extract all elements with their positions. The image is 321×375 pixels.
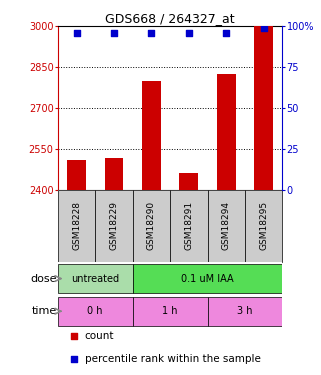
Point: [71, 356, 76, 362]
Text: GSM18229: GSM18229: [109, 201, 118, 250]
Point: [74, 30, 79, 36]
Bar: [133, 264, 282, 293]
Text: 0.1 uM IAA: 0.1 uM IAA: [181, 273, 234, 284]
Bar: [254, 26, 273, 190]
Text: 0 h: 0 h: [88, 306, 103, 316]
Bar: [133, 190, 170, 262]
Text: 3 h: 3 h: [237, 306, 253, 316]
Bar: [208, 297, 282, 326]
Bar: [58, 297, 133, 326]
Text: GSM18295: GSM18295: [259, 201, 268, 250]
Text: GSM18291: GSM18291: [184, 201, 193, 250]
Bar: [133, 297, 208, 326]
Point: [224, 30, 229, 36]
Text: time: time: [32, 306, 57, 316]
Point: [111, 30, 117, 36]
Text: GSM18228: GSM18228: [72, 201, 81, 250]
Text: GSM18294: GSM18294: [222, 201, 231, 250]
Bar: [58, 190, 95, 262]
Bar: [105, 158, 123, 190]
Text: GSM18290: GSM18290: [147, 201, 156, 250]
Bar: [142, 81, 161, 190]
Bar: [208, 190, 245, 262]
Title: GDS668 / 264327_at: GDS668 / 264327_at: [105, 12, 235, 25]
Text: percentile rank within the sample: percentile rank within the sample: [85, 354, 261, 364]
Bar: [179, 173, 198, 190]
Bar: [170, 190, 208, 262]
Bar: [217, 74, 236, 190]
Text: count: count: [85, 332, 114, 341]
Point: [149, 30, 154, 36]
Text: dose: dose: [30, 273, 57, 284]
Point: [261, 25, 266, 31]
Point: [186, 30, 191, 36]
Bar: [95, 190, 133, 262]
Bar: [245, 190, 282, 262]
Text: untreated: untreated: [71, 273, 119, 284]
Bar: [58, 264, 133, 293]
Point: [71, 333, 76, 339]
Bar: [67, 160, 86, 190]
Text: 1 h: 1 h: [162, 306, 178, 316]
